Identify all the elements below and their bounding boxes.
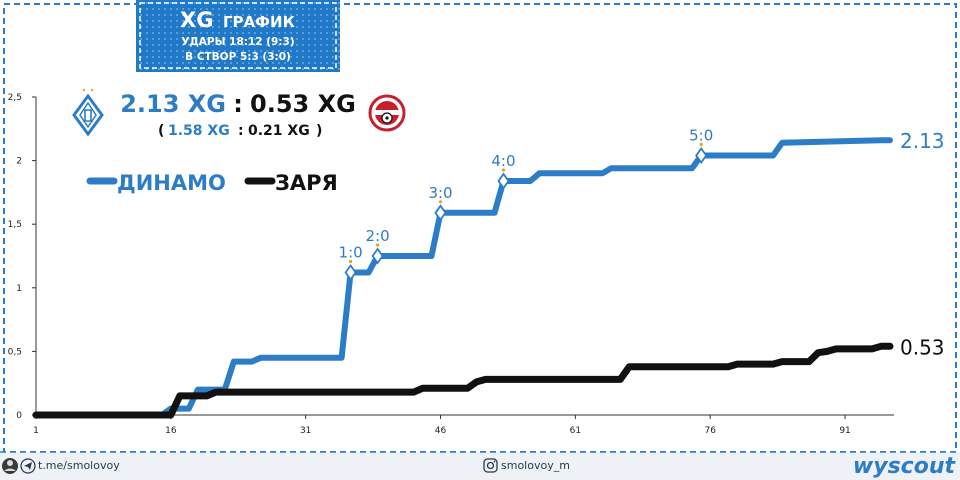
series-end-label: 2.13 <box>900 129 945 153</box>
instagram-icon <box>483 458 498 473</box>
footer-background <box>0 452 960 480</box>
y-tick-label: 2,5 <box>8 93 22 103</box>
legend: ДИНАМО ЗАРЯ <box>86 171 338 195</box>
header-title-sub: ГРАФИК <box>223 13 296 31</box>
header-shots: УДАРЫ 18:12 (9:3) <box>181 36 294 48</box>
goal-crest-icon <box>371 243 384 265</box>
x-tick-label: 91 <box>839 426 850 436</box>
y-tick-label: 0,5 <box>8 347 22 357</box>
axes: 0 0,5 1 1,5 2 2,5 1 16 31 46 61 76 91 <box>8 93 894 436</box>
y-tick-label: 1 <box>16 284 22 294</box>
y-tick-label: 1,5 <box>8 220 22 230</box>
away-xg-sub: 0.21 XG <box>248 123 310 139</box>
home-xg-total: 2.13 XG <box>120 90 226 118</box>
series-end-label: 0.53 <box>900 335 945 359</box>
sub-open-paren: ( <box>158 123 164 139</box>
goal-score-label: 1:0 <box>339 244 363 262</box>
home-xg-sub: 1.58 XG <box>168 123 230 139</box>
sub-separator: : <box>238 123 244 139</box>
away-xg-total: 0.53 XG <box>250 90 356 118</box>
x-tick-label: 16 <box>165 426 177 436</box>
score-block: 2.13 XG : 0.53 XG ( 1.58 XG : 0.21 XG ) <box>72 88 406 139</box>
header-on-target: В СТВОР 5:3 (3:0) <box>185 51 291 63</box>
telegram-link[interactable]: t.me/smolovoy <box>38 459 120 472</box>
footer: wyscout <box>0 451 960 480</box>
x-tick-label: 61 <box>570 426 581 436</box>
goal-score-label: 3:0 <box>428 184 452 202</box>
x-tick-label: 31 <box>300 426 311 436</box>
zorya-crest-icon <box>368 94 406 132</box>
header-title-main: XG <box>180 8 213 32</box>
x-tick-label: 1 <box>33 426 39 436</box>
goal-score-label: 2:0 <box>366 227 390 245</box>
header-banner: XG ГРАФИК УДАРЫ 18:12 (9:3) В СТВОР 5:3 … <box>136 0 340 72</box>
goal-crest-icon <box>344 259 357 282</box>
legend-label-home: ДИНАМО <box>117 171 226 195</box>
instagram-link[interactable]: smolovoy_m <box>501 459 570 472</box>
y-tick-label: 0 <box>16 411 22 421</box>
x-tick-label: 76 <box>704 426 716 436</box>
score-separator: : <box>233 90 243 118</box>
author-avatar <box>2 458 18 474</box>
y-tick-label: 2 <box>16 157 22 167</box>
wyscout-logo: wyscout <box>853 454 957 479</box>
goal-crest-icon <box>434 200 447 222</box>
goal-annotations: 1:02:0 3:0 4:0 5:0 <box>339 127 713 282</box>
goal-crest-icon <box>695 142 708 165</box>
series-line-away <box>32 342 894 419</box>
goal-crest-icon <box>497 168 510 190</box>
sub-close-paren: ) <box>316 123 322 139</box>
header-pattern <box>136 0 340 72</box>
goal-score-label: 4:0 <box>491 152 515 170</box>
x-tick-label: 46 <box>435 426 447 436</box>
legend-label-away: ЗАРЯ <box>275 171 338 195</box>
dynamo-kyiv-crest-icon <box>72 88 104 137</box>
header-dashed-border <box>139 2 337 69</box>
telegram-icon <box>20 458 36 474</box>
goal-score-label: 5:0 <box>689 127 713 145</box>
